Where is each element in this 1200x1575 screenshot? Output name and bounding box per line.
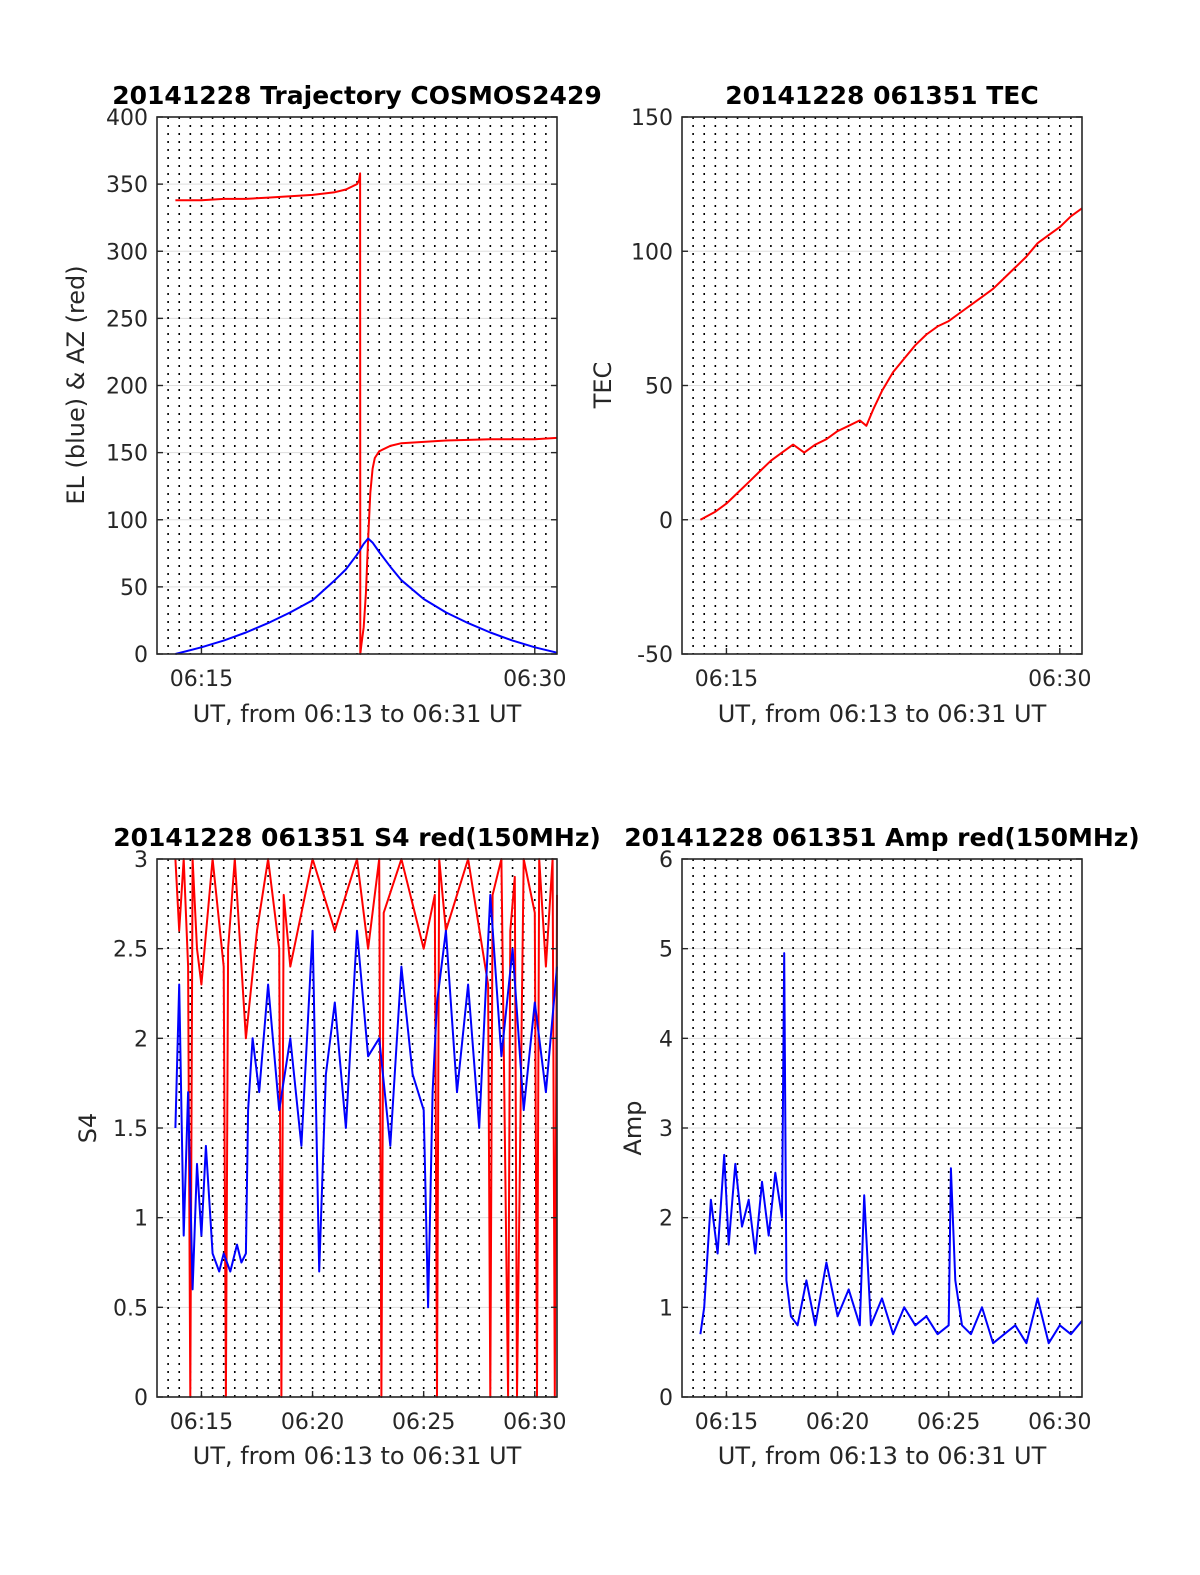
s4-xtick-label: 06:20 (281, 1410, 344, 1435)
tec-ytick-label: 150 (631, 106, 673, 131)
tec-ytick-label: -50 (637, 643, 673, 668)
amp-ytick-label: 2 (659, 1207, 673, 1232)
amp-title: 20141228 061351 Amp red(150MHz) (624, 823, 1140, 852)
s4-xtick-label: 06:25 (392, 1410, 455, 1435)
amp-ytick-label: 3 (659, 1117, 673, 1142)
amp-ytick-label: 5 (659, 938, 673, 963)
s4-series-line-1 (174, 893, 558, 1309)
amp-plot-area: 0 1 2 3 4 5 6 06:15 06:20 06:25 06:30 (659, 848, 1091, 1435)
trajectory-ytick-label: 250 (106, 307, 148, 332)
trajectory-ytick-label: 300 (106, 240, 148, 265)
tec-ytick-label: 50 (645, 375, 673, 400)
tec-xtick-label: 06:30 (1028, 667, 1091, 692)
s4-ytick-label: 0.5 (113, 1296, 148, 1321)
s4-panel: 0 0.5 1 1.5 2 2.5 3 06:15 06:20 06:25 06:30 201412… (74, 823, 601, 1470)
amp-panel: 0 1 2 3 4 5 6 06:15 06:20 06:25 06:30 20141228 061… (619, 823, 1140, 1470)
trajectory-panel: 0 50 100 150 200 250 300 350 400 06:15 06:30 20141… (62, 81, 602, 728)
trajectory-plot-area: 0 50 100 150 200 250 300 350 400 06:15 06:30 (106, 106, 566, 692)
trajectory-ytick-label: 350 (106, 173, 148, 198)
amp-xlabel: UT, from 06:13 to 06:31 UT (718, 1442, 1047, 1470)
s4-ytick-label: 1.5 (113, 1117, 148, 1142)
amp-xtick-label: 06:20 (806, 1410, 869, 1435)
trajectory-ylabel: EL (blue) & AZ (red) (62, 265, 90, 504)
s4-xtick-label: 06:30 (503, 1410, 566, 1435)
trajectory-title: 20141228 Trajectory COSMOS2429 (112, 81, 602, 110)
trajectory-ytick-label: 0 (134, 643, 148, 668)
tec-ylabel: TEC (589, 362, 617, 410)
amp-ytick-label: 6 (659, 848, 673, 873)
amp-ytick-label: 4 (659, 1027, 673, 1052)
tec-series-line-0 (699, 207, 1083, 521)
amp-ylabel: Amp (619, 1100, 647, 1155)
trajectory-xlabel: UT, from 06:13 to 06:31 UT (193, 700, 522, 728)
tec-ytick-label: 100 (631, 240, 673, 265)
trajectory-ytick-label: 200 (106, 375, 148, 400)
s4-ylabel: S4 (74, 1113, 102, 1144)
trajectory-xtick-label: 06:30 (503, 667, 566, 692)
amp-xtick-label: 06:25 (917, 1410, 980, 1435)
tec-title: 20141228 061351 TEC (725, 81, 1038, 110)
amp-series-line-0 (699, 952, 1083, 1345)
s4-xtick-label: 06:15 (170, 1410, 233, 1435)
trajectory-ytick-label: 100 (106, 509, 148, 534)
trajectory-ytick-label: 50 (120, 576, 148, 601)
tec-plot-area: -50 0 50 100 150 06:15 06:30 (631, 106, 1091, 692)
trajectory-series-line-0 (175, 172, 558, 655)
tec-xlabel: UT, from 06:13 to 06:31 UT (718, 700, 1047, 728)
trajectory-ytick-label: 400 (106, 106, 148, 131)
s4-ytick-label: 2.5 (113, 938, 148, 963)
s4-title: 20141228 061351 S4 red(150MHz) (113, 823, 601, 852)
amp-xtick-label: 06:30 (1028, 1410, 1091, 1435)
tec-panel: -50 0 50 100 150 06:15 06:30 20141228 061351 T… (589, 81, 1091, 728)
trajectory-series-line-1 (175, 537, 558, 655)
tec-ytick-label: 0 (659, 509, 673, 534)
tec-xtick-label: 06:15 (695, 667, 758, 692)
trajectory-ytick-label: 150 (106, 442, 148, 467)
s4-ytick-label: 0 (134, 1386, 148, 1411)
s4-xlabel: UT, from 06:13 to 06:31 UT (193, 1442, 522, 1470)
s4-series-line-0 (174, 858, 558, 1398)
s4-ytick-label: 3 (134, 848, 148, 873)
amp-xtick-label: 06:15 (695, 1410, 758, 1435)
s4-ytick-label: 2 (134, 1027, 148, 1052)
s4-ytick-label: 1 (134, 1207, 148, 1232)
trajectory-xtick-label: 06:15 (170, 667, 233, 692)
amp-ytick-label: 0 (659, 1386, 673, 1411)
amp-ytick-label: 1 (659, 1296, 673, 1321)
s4-plot-area: 0 0.5 1 1.5 2 2.5 3 06:15 06:20 06:25 06:30 (113, 848, 566, 1435)
